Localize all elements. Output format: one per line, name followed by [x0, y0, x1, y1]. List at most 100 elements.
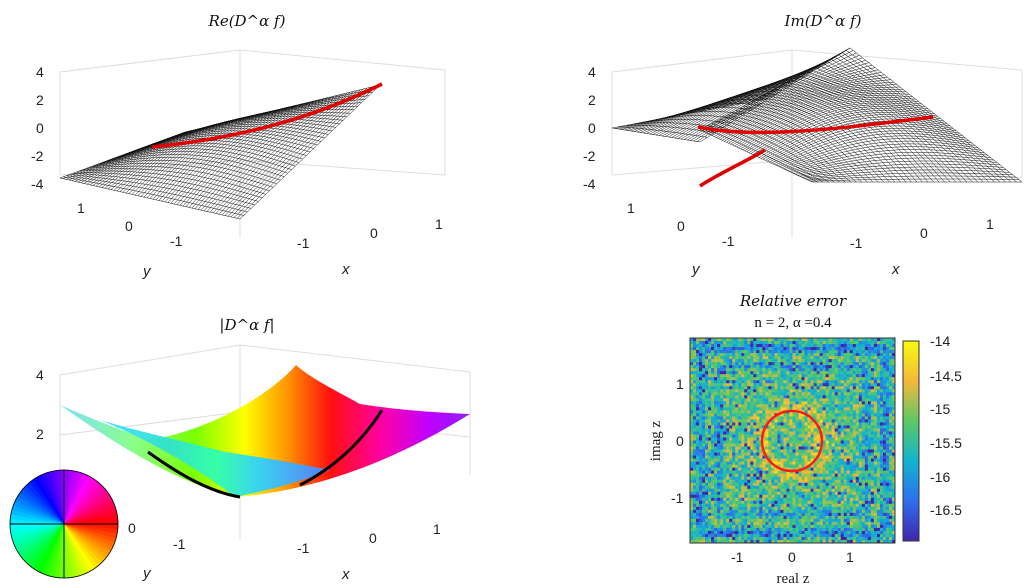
heatmap-cell: [864, 533, 869, 538]
heatmap-cell: [879, 413, 884, 417]
heatmap-cell: [711, 464, 715, 468]
heatmap-cell: [756, 410, 760, 414]
heatmap-cell: [864, 425, 869, 429]
heatmap-cell: [846, 521, 851, 526]
heatmap-cell: [756, 392, 760, 396]
heatmap-cell: [756, 503, 760, 508]
heatmap-cell: [876, 494, 881, 499]
heatmap-frame: [689, 337, 896, 544]
heatmap-cell: [861, 380, 866, 384]
heatmap-cell: [858, 392, 863, 396]
heatmap-cell: [819, 416, 823, 420]
heatmap-cell: [852, 464, 857, 468]
heatmap-cell: [843, 467, 848, 471]
heatmap-cell: [756, 530, 760, 535]
heatmap-cell: [870, 503, 875, 508]
heatmap-cell: [828, 461, 832, 465]
heatmap-cell: [747, 527, 751, 532]
heatmap-cell: [690, 425, 694, 429]
heatmap-cell: [870, 380, 875, 384]
heatmap-cell: [873, 428, 878, 432]
heatmap-cell: [783, 377, 787, 381]
heatmap-cell: [882, 410, 887, 414]
heatmap-cell: [768, 347, 772, 351]
heatmap-cell: [747, 509, 751, 514]
heatmap-cell: [726, 362, 730, 366]
heatmap-cell: [774, 422, 778, 426]
heatmap-cell: [849, 374, 854, 378]
heatmap-cell: [879, 389, 884, 393]
heatmap-cell: [852, 530, 857, 535]
heatmap-cell: [834, 428, 839, 432]
heatmap-cell: [882, 515, 887, 520]
heatmap-cell: [879, 428, 884, 432]
heatmap-cell: [849, 398, 854, 402]
heatmap-cell: [729, 362, 733, 366]
heatmap-cell: [705, 389, 709, 393]
heatmap-cell: [729, 536, 733, 541]
heatmap-cell: [741, 371, 745, 375]
heatmap-cell: [846, 392, 851, 396]
heatmap-cell: [867, 461, 872, 465]
heatmap-cell: [756, 512, 760, 517]
heatmap-cell: [756, 485, 760, 490]
heatmap-cell: [864, 509, 869, 514]
heatmap-cell: [702, 428, 706, 432]
heatmap-cell: [741, 422, 745, 426]
heatmap-cell: [741, 479, 745, 483]
heatmap-cell: [840, 365, 845, 369]
heatmap-cell: [699, 392, 703, 396]
heatmap-cell: [756, 446, 760, 450]
heatmap-cell: [783, 362, 787, 366]
heatmap-cell: [723, 533, 727, 538]
heatmap-cell: [870, 533, 875, 538]
heatmap-cell: [825, 464, 829, 468]
heatmap-cell: [696, 386, 700, 390]
heatmap-cell: [879, 449, 884, 453]
heatmap-cell: [804, 344, 808, 348]
heatmap-cell: [786, 473, 790, 477]
heatmap-cell: [732, 515, 736, 520]
heatmap-cell: [780, 500, 784, 505]
heatmap-cell: [861, 437, 866, 441]
heatmap-cell: [756, 407, 760, 411]
heatmap-cell: [753, 395, 757, 399]
heatmap-cell: [750, 398, 754, 402]
heatmap-cell: [867, 398, 872, 402]
heatmap-cell: [816, 512, 820, 517]
heatmap-cell: [795, 374, 799, 378]
heatmap-cell: [831, 527, 835, 532]
heatmap-cell: [810, 374, 814, 378]
heatmap-cell: [756, 380, 760, 384]
heatmap-cell: [861, 338, 866, 342]
heatmap-cell: [825, 395, 829, 399]
heatmap-cell: [771, 434, 775, 438]
heatmap-cell: [798, 530, 802, 535]
heatmap-cell: [864, 515, 869, 520]
heatmap-cell: [738, 338, 742, 342]
heatmap-cell: [813, 413, 817, 417]
heatmap-cell: [846, 347, 851, 351]
heatmap-cell: [888, 518, 893, 523]
heatmap-cell: [747, 515, 751, 520]
heatmap-cell: [861, 518, 866, 523]
z-tick: 4: [36, 367, 44, 383]
heatmap-cell: [711, 338, 715, 342]
heatmap-cell: [762, 404, 766, 408]
heatmap-cell: [852, 479, 857, 483]
heatmap-cell: [819, 503, 823, 508]
heatmap-cell: [747, 449, 751, 453]
heatmap-cell: [804, 404, 808, 408]
heatmap-cell: [888, 533, 893, 538]
heatmap-cell: [855, 413, 860, 417]
heatmap-cell: [879, 464, 884, 468]
heatmap-cell: [720, 431, 724, 435]
heatmap-cell: [693, 506, 697, 511]
heatmap-cell: [828, 416, 832, 420]
heatmap-cell: [888, 446, 893, 450]
heatmap-cell: [768, 359, 772, 363]
heatmap-cell: [705, 377, 709, 381]
heatmap-cell: [759, 506, 763, 511]
heatmap-cell: [834, 374, 839, 378]
heatmap-cell: [783, 368, 787, 372]
